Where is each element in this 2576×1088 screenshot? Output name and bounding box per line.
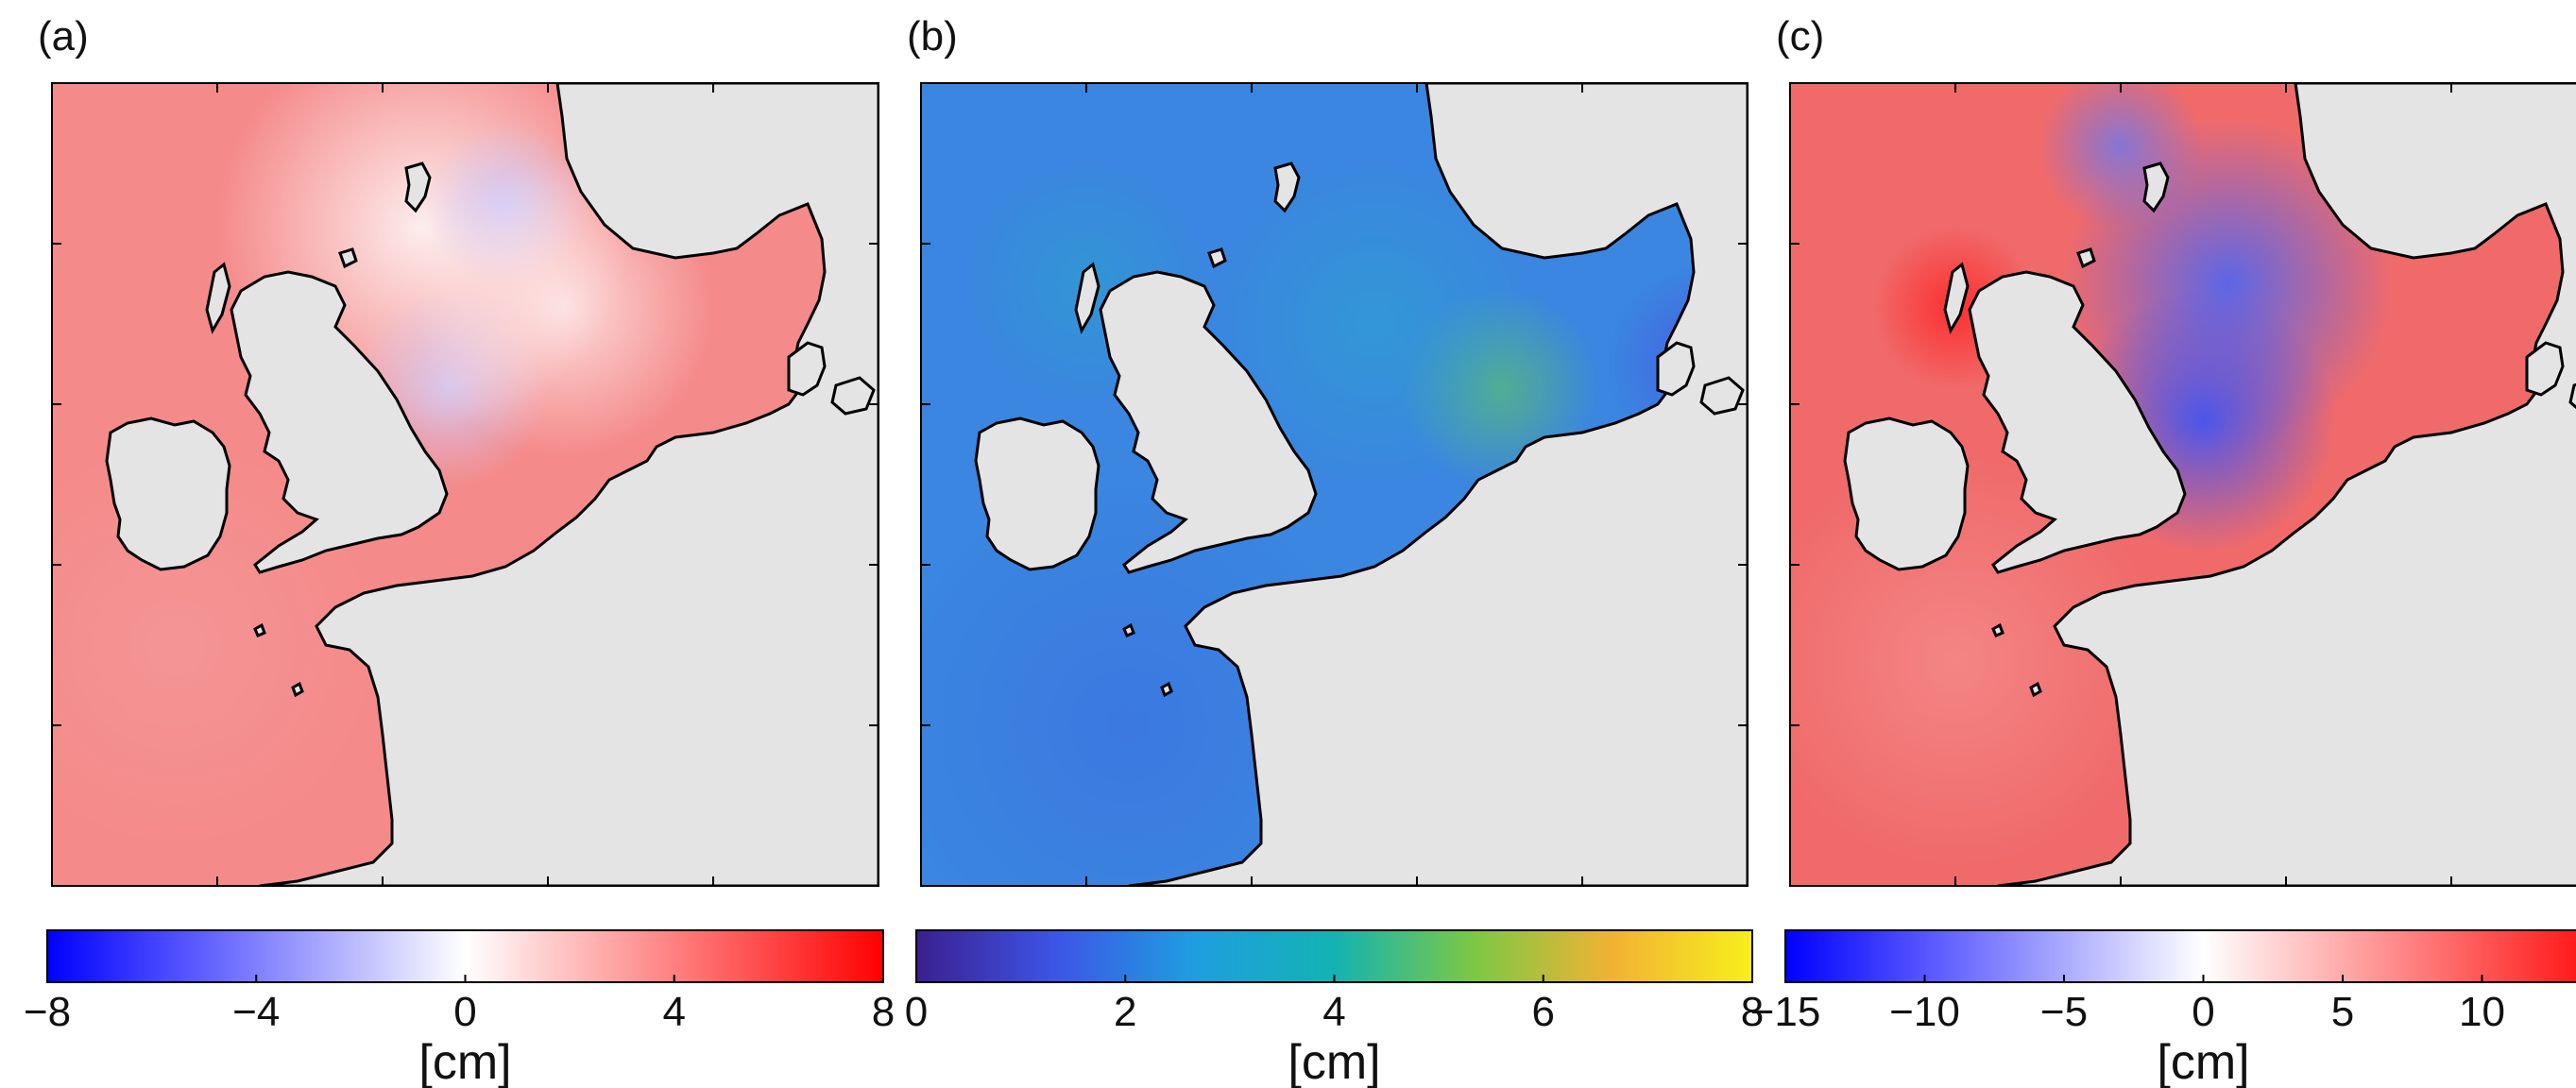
colorbar-unit-label: [cm] [1288, 1035, 1380, 1088]
colorbar-c [1784, 929, 2576, 983]
map-panel-b [921, 83, 1748, 886]
colorbar-tick-label: −5 [2040, 989, 2088, 1035]
colorbar-tick-label: −15 [1750, 989, 1821, 1035]
panel-label-a: (a) [38, 13, 89, 60]
colorbar-b [915, 929, 1753, 983]
colorbar-tick-label: 0 [905, 989, 928, 1035]
colorbar-tick-label: 10 [2459, 989, 2505, 1035]
map-frame [920, 82, 1749, 887]
colorbar-tick-label: −10 [1889, 989, 1960, 1035]
map-panel-a [52, 83, 879, 886]
panel-label-c: (c) [1776, 13, 1825, 60]
colorbar-tick-label: 4 [1322, 989, 1345, 1035]
colorbar-unit-label: [cm] [2157, 1035, 2249, 1088]
map-panel-c [1790, 83, 2576, 886]
colorbar-tick-label: 8 [1741, 989, 1764, 1035]
colorbar-tick-label: 6 [1532, 989, 1555, 1035]
field-patch [1210, 159, 1542, 489]
panel-label-b: (b) [907, 13, 958, 60]
map-frame [1789, 82, 2576, 887]
colorbar-tick-label: 4 [663, 989, 686, 1035]
map-frame [51, 82, 879, 887]
colorbar-tick-label: −8 [24, 989, 71, 1035]
colorbar-tick-label: 0 [453, 989, 476, 1035]
colorbar-tick-label: −4 [232, 989, 280, 1035]
colorbar-tick-label: 8 [872, 989, 895, 1035]
colorbar-tick-label: 0 [2192, 989, 2214, 1035]
colorbar-unit-label: [cm] [418, 1035, 511, 1088]
colorbar-a [46, 929, 884, 983]
colorbar-tick-label: 2 [1114, 989, 1136, 1035]
colorbar-tick-label: 5 [2331, 989, 2354, 1035]
